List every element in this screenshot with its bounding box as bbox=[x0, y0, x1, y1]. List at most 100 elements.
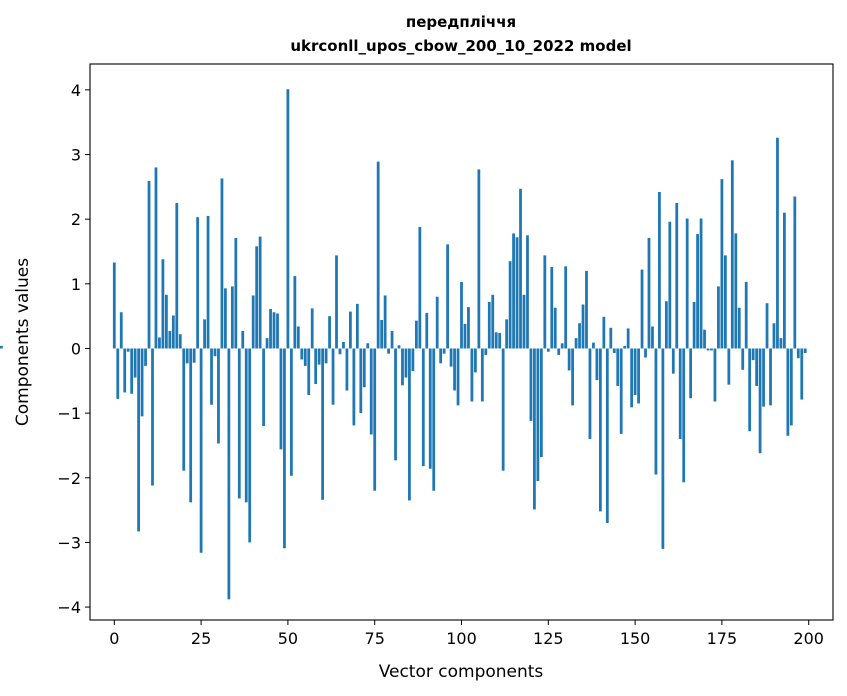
bar bbox=[182, 348, 186, 471]
bar bbox=[671, 348, 675, 374]
bar bbox=[175, 203, 179, 349]
bar bbox=[682, 348, 686, 483]
bar bbox=[196, 217, 200, 349]
bar bbox=[404, 348, 408, 378]
x-axis-ticks: 0 25 50 75 100 125 150 175 200 bbox=[109, 620, 824, 648]
bar bbox=[630, 348, 634, 408]
bar bbox=[533, 348, 536, 510]
bar bbox=[321, 348, 325, 500]
bar bbox=[487, 301, 491, 349]
bar bbox=[387, 348, 390, 354]
bar bbox=[123, 348, 127, 393]
bar bbox=[310, 308, 314, 349]
bar bbox=[543, 255, 547, 349]
bar bbox=[206, 215, 210, 349]
bar bbox=[592, 342, 595, 349]
bar bbox=[293, 276, 297, 349]
bar bbox=[255, 246, 259, 349]
bar bbox=[168, 331, 172, 349]
bar bbox=[203, 319, 206, 349]
bar bbox=[269, 309, 272, 349]
bar bbox=[727, 348, 731, 385]
y-axis-label: Components values bbox=[13, 258, 33, 426]
bar bbox=[658, 192, 661, 349]
bar bbox=[689, 348, 693, 399]
bar bbox=[522, 294, 526, 349]
bar bbox=[512, 233, 515, 349]
bar bbox=[296, 326, 300, 349]
bar bbox=[772, 323, 776, 349]
bar bbox=[609, 327, 613, 349]
bar bbox=[612, 348, 616, 353]
bar bbox=[550, 267, 554, 349]
bars-group bbox=[0, 89, 807, 600]
bar bbox=[526, 235, 529, 349]
bar bbox=[800, 348, 804, 400]
bar bbox=[314, 348, 318, 385]
bar bbox=[390, 331, 394, 349]
bar bbox=[289, 348, 293, 476]
bar bbox=[428, 348, 432, 469]
bar bbox=[376, 161, 380, 349]
bar bbox=[463, 323, 467, 349]
bar bbox=[137, 348, 140, 532]
bar bbox=[324, 348, 328, 364]
bar bbox=[178, 334, 182, 349]
bar bbox=[220, 178, 224, 349]
bar bbox=[126, 348, 130, 352]
bar bbox=[248, 348, 252, 543]
bar bbox=[553, 307, 557, 349]
bar bbox=[303, 348, 307, 366]
y-tick-label: 4 bbox=[71, 81, 81, 100]
bar bbox=[272, 312, 276, 349]
bar bbox=[397, 345, 401, 349]
bar bbox=[380, 320, 384, 349]
bar bbox=[755, 348, 759, 386]
bar bbox=[633, 348, 637, 396]
bar bbox=[171, 315, 175, 349]
bar bbox=[626, 328, 630, 349]
bar bbox=[130, 348, 134, 394]
bar bbox=[210, 348, 213, 405]
bar bbox=[355, 303, 359, 349]
bar bbox=[151, 348, 154, 486]
chart-title: передпліччя bbox=[406, 13, 516, 31]
bar bbox=[474, 348, 477, 373]
bar bbox=[529, 348, 533, 421]
bar bbox=[251, 295, 255, 349]
bar bbox=[453, 348, 456, 391]
bar bbox=[456, 348, 460, 406]
y-axis-ticks: −4 −3 −2 −1 0 1 2 3 4 bbox=[57, 81, 90, 617]
bar bbox=[307, 348, 311, 396]
bar bbox=[498, 332, 502, 349]
bar bbox=[637, 348, 640, 404]
y-tick-label: −2 bbox=[57, 469, 81, 488]
bar bbox=[699, 218, 703, 349]
bar bbox=[567, 348, 571, 371]
bar bbox=[696, 234, 699, 349]
x-axis-label: Vector components bbox=[379, 662, 544, 682]
y-tick-label: 1 bbox=[71, 275, 81, 294]
bar bbox=[158, 337, 161, 349]
bar bbox=[133, 348, 137, 378]
y-tick-label: 3 bbox=[71, 146, 81, 165]
bar bbox=[546, 348, 550, 352]
bar bbox=[373, 348, 377, 491]
bar bbox=[574, 338, 578, 349]
bar bbox=[737, 307, 741, 349]
bar bbox=[710, 348, 713, 351]
bar bbox=[647, 237, 651, 349]
bar bbox=[706, 348, 710, 351]
bar bbox=[765, 303, 769, 349]
bar bbox=[730, 160, 734, 349]
bar bbox=[619, 348, 623, 434]
bar bbox=[741, 348, 745, 370]
bar bbox=[241, 331, 245, 349]
bar bbox=[394, 348, 397, 461]
bar bbox=[605, 348, 609, 524]
bar bbox=[508, 261, 512, 349]
bar bbox=[585, 270, 588, 349]
bar bbox=[342, 342, 345, 349]
bar bbox=[536, 348, 540, 481]
